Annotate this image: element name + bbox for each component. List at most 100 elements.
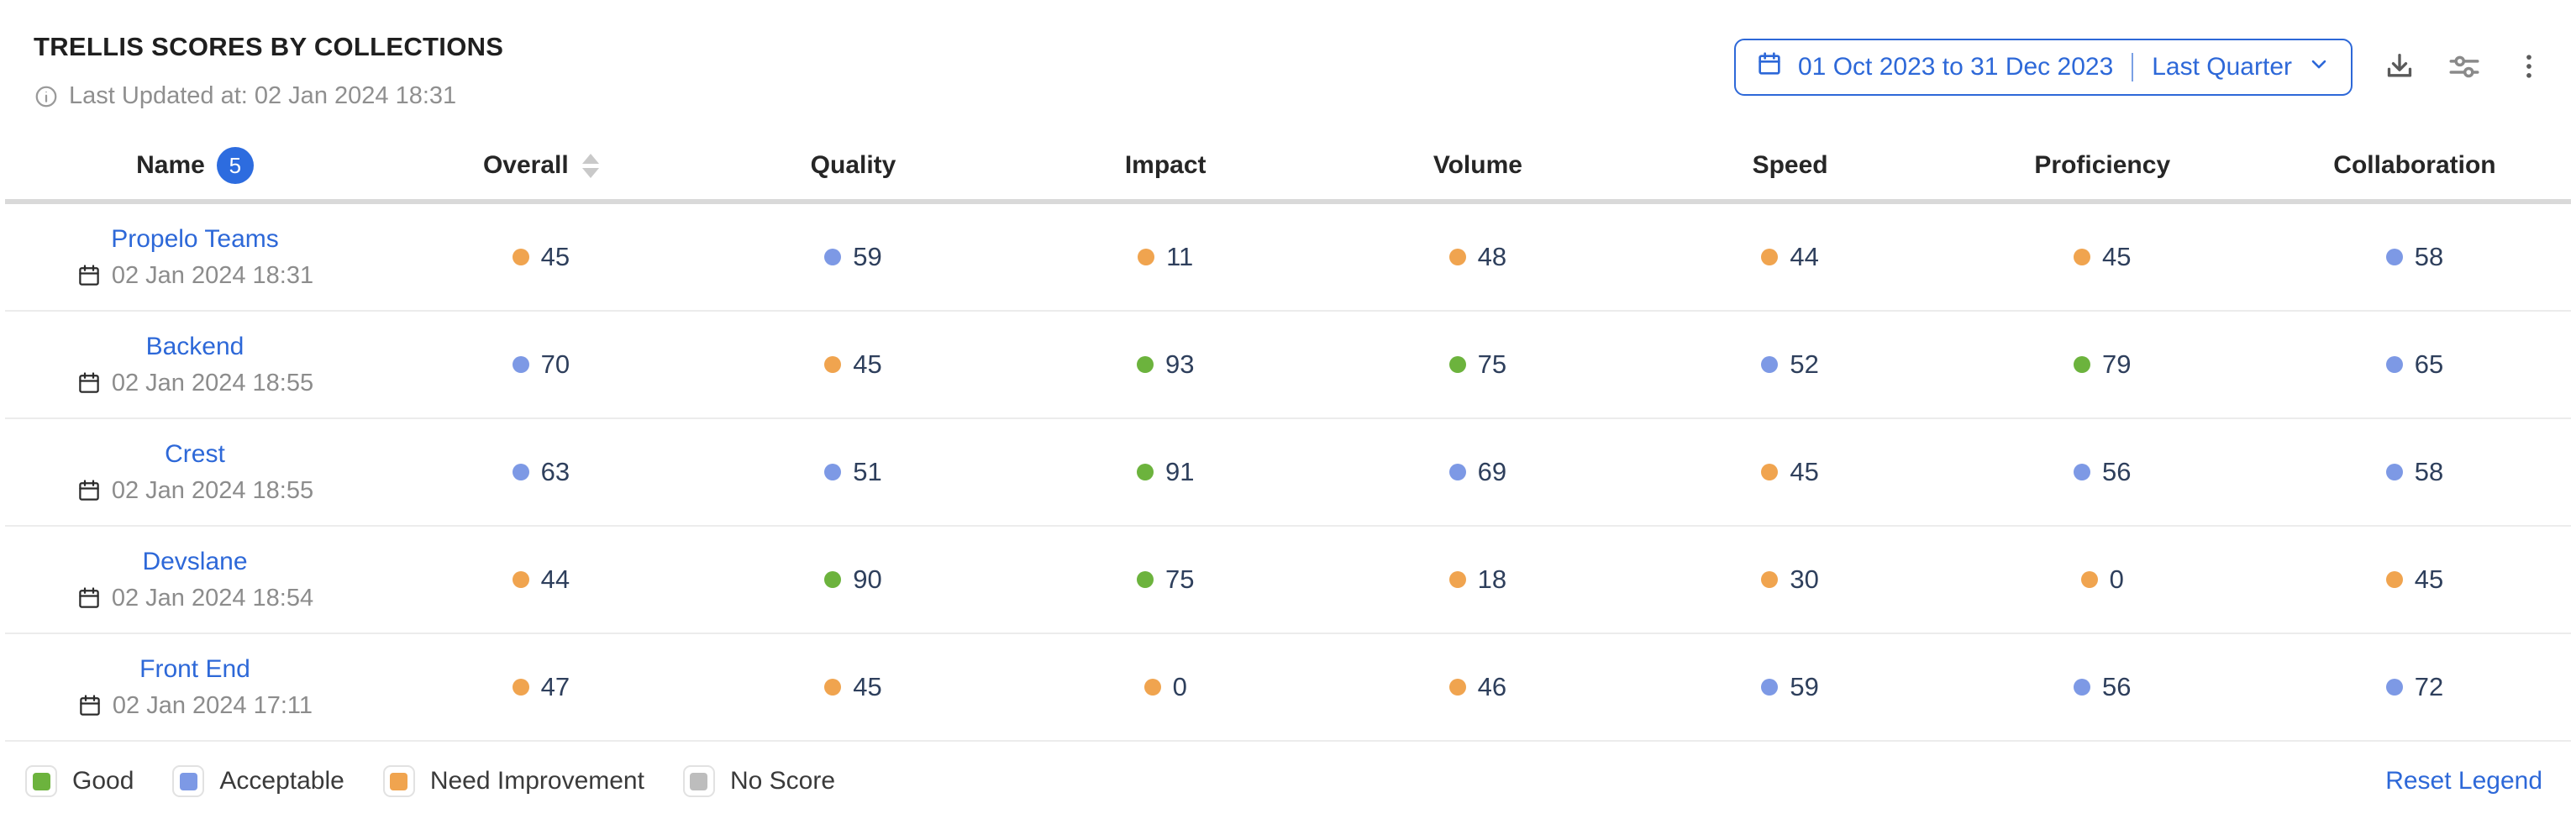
legend-item-no_score[interactable]: No Score [682, 765, 835, 797]
score-cell-proficiency: 56 [1946, 672, 2258, 702]
legend-item-good[interactable]: Good [25, 765, 134, 797]
column-header-label: Volume [1433, 151, 1522, 179]
collection-link[interactable]: Front End [139, 654, 250, 683]
scores-table: Name 5 Overall Quality Impact Volume Speed Prof… [0, 132, 2576, 742]
legend-swatch-box [25, 765, 57, 797]
legend-swatch [179, 772, 197, 790]
score-cell-volume: 46 [1322, 672, 1634, 702]
sort-icon[interactable] [581, 153, 599, 178]
name-cell: Front End 02 Jan 2024 17:11 [5, 655, 385, 720]
column-header-volume: Volume [1322, 151, 1634, 180]
score-status-dot [1448, 356, 1466, 373]
score-value: 75 [1477, 349, 1507, 379]
column-header-name: Name 5 [5, 147, 385, 184]
score-status-dot [2385, 356, 2403, 373]
score-status-dot [1761, 464, 1779, 480]
row-updated: 02 Jan 2024 18:55 [76, 477, 313, 505]
row-updated-text: 02 Jan 2024 17:11 [112, 691, 313, 719]
collection-link[interactable]: Devslane [142, 547, 248, 575]
score-status-dot [2385, 679, 2403, 696]
score-value: 45 [2414, 564, 2444, 594]
score-status-dot [1761, 249, 1779, 265]
score-value: 30 [1790, 564, 1819, 594]
column-header-label: Impact [1124, 151, 1207, 179]
score-value: 91 [1164, 457, 1195, 486]
collection-link[interactable]: Propelo Teams [111, 224, 279, 253]
score-status-dot [2074, 356, 2091, 373]
column-header-overall[interactable]: Overall [385, 151, 697, 180]
name-cell: Propelo Teams 02 Jan 2024 18:31 [5, 225, 385, 290]
score-value: 0 [1172, 672, 1187, 701]
score-cell-overall: 63 [385, 457, 697, 487]
score-cell-speed: 44 [1634, 242, 1947, 272]
score-value: 59 [1790, 672, 1819, 701]
score-status-dot [1448, 464, 1466, 480]
score-status-dot [824, 464, 842, 480]
settings-button[interactable] [2447, 49, 2482, 87]
score-value: 75 [1164, 564, 1195, 594]
score-value: 44 [540, 564, 570, 594]
score-status-dot [512, 571, 529, 588]
table-row: Devslane 02 Jan 2024 18:54 44 90 75 18 30 0 45 [5, 527, 2571, 634]
score-value: 69 [1477, 457, 1507, 486]
score-cell-collaboration: 72 [2258, 672, 2571, 702]
score-value: 48 [1477, 242, 1507, 271]
score-cell-quality: 59 [697, 242, 1010, 272]
score-value: 46 [1477, 672, 1507, 701]
score-status-dot [1448, 249, 1466, 265]
legend-swatch [32, 772, 50, 790]
score-status-dot [2385, 464, 2403, 480]
score-value: 93 [1164, 349, 1195, 379]
score-cell-collaboration: 45 [2258, 564, 2571, 595]
legend-row: Good Acceptable Need Improvement No Score R… [0, 742, 2576, 797]
date-range-text: 01 Oct 2023 to 31 Dec 2023 [1797, 53, 2114, 81]
score-value: 79 [2102, 349, 2132, 379]
score-status-dot [824, 571, 842, 588]
row-updated: 02 Jan 2024 18:54 [76, 585, 313, 612]
score-status-dot [1761, 571, 1779, 588]
collection-link[interactable]: Backend [145, 332, 244, 360]
score-status-dot [2385, 571, 2403, 588]
calendar-icon [76, 370, 102, 396]
column-header-quality: Quality [697, 151, 1010, 180]
column-header-label: Proficiency [2034, 151, 2171, 179]
download-button[interactable] [2383, 50, 2416, 86]
reset-legend-link[interactable]: Reset Legend [2385, 767, 2542, 795]
collection-link[interactable]: Crest [165, 439, 225, 468]
score-value: 90 [853, 564, 882, 594]
score-value: 72 [2414, 672, 2444, 701]
date-preset-text[interactable]: Last Quarter [2152, 53, 2292, 81]
score-cell-quality: 51 [697, 457, 1010, 487]
column-header-label: Name [136, 151, 205, 179]
legend-swatch-box [172, 765, 205, 797]
score-cell-speed: 45 [1634, 457, 1947, 487]
score-value: 58 [2414, 457, 2444, 486]
score-value: 0 [2109, 564, 2124, 594]
score-status-dot [512, 464, 529, 480]
score-cell-impact: 11 [1009, 242, 1322, 272]
date-range-button[interactable]: 01 Oct 2023 to 31 Dec 2023 Last Quarter [1733, 39, 2353, 96]
column-header-label: Collaboration [2333, 151, 2496, 179]
calendar-icon [76, 263, 102, 288]
score-cell-impact: 75 [1009, 564, 1322, 595]
calendar-icon [1756, 50, 1783, 84]
score-status-dot [1136, 356, 1154, 373]
name-cell: Devslane 02 Jan 2024 18:54 [5, 548, 385, 612]
row-updated-text: 02 Jan 2024 18:55 [111, 476, 314, 504]
legend-item-acceptable[interactable]: Acceptable [172, 765, 344, 797]
page-title: TRELLIS SCORES BY COLLECTIONS [34, 32, 504, 61]
legend-item-need_improvement[interactable]: Need Improvement [382, 765, 644, 797]
score-status-dot [1761, 679, 1779, 696]
score-status-dot [512, 679, 529, 696]
column-header-impact: Impact [1009, 151, 1322, 180]
score-value: 44 [1790, 242, 1819, 271]
score-status-dot [1143, 679, 1161, 696]
widget-controls: 01 Oct 2023 to 31 Dec 2023 Last Quarter [1733, 32, 2546, 96]
row-updated: 02 Jan 2024 18:55 [76, 370, 313, 397]
score-cell-quality: 45 [697, 349, 1010, 380]
score-status-dot [512, 356, 529, 373]
row-count-badge: 5 [216, 147, 254, 184]
score-value: 59 [853, 242, 882, 271]
score-cell-quality: 90 [697, 564, 1010, 595]
more-options-button[interactable] [2512, 50, 2546, 86]
